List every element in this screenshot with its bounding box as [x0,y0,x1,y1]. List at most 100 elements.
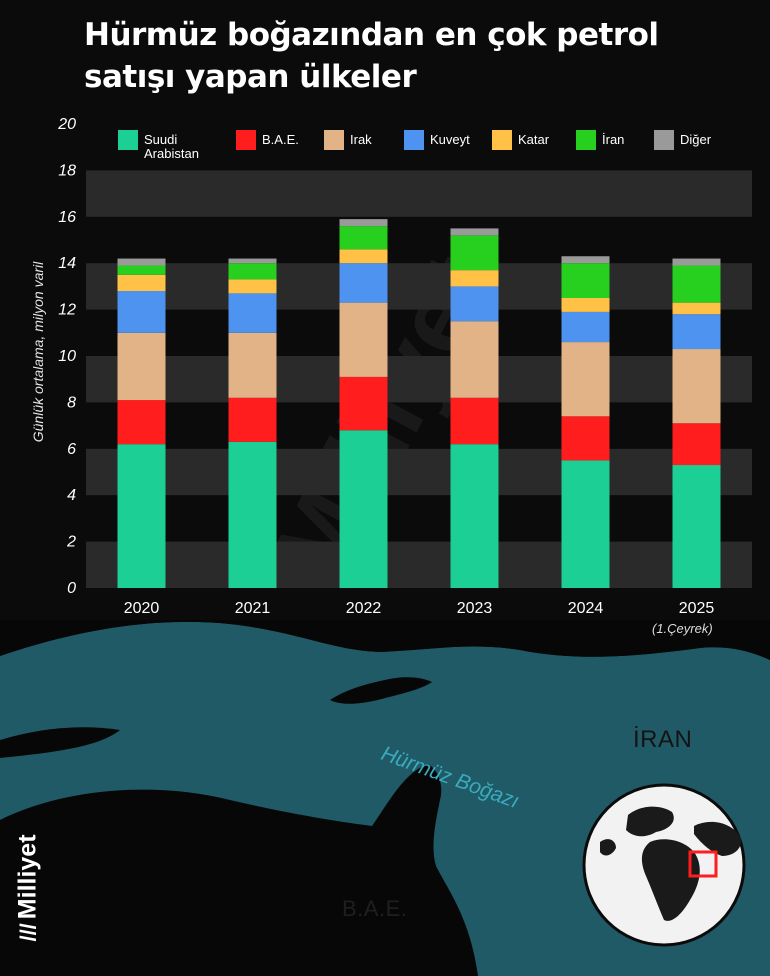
y-tick-label: 16 [58,209,76,226]
brand-logo: /// Milliyet [14,834,43,941]
bar-segment [672,302,721,315]
bar-segment [561,416,610,461]
bar-segment [672,265,721,303]
x-tick-label: 2024 [568,600,604,617]
bar-segment [450,228,499,236]
bar-segment [450,270,499,287]
legend-label: B.A.E. [262,132,299,147]
legend-item: Irak [324,130,372,150]
legend-label: Kuveyt [430,132,470,147]
bar-segment [450,444,499,588]
bar-segment [228,279,277,294]
bar-segment [339,219,388,227]
grid-bands [86,170,752,588]
bar-segment [228,332,277,398]
legend-label: Katar [518,132,550,147]
bar-segment [672,465,721,588]
brand-name: Milliyet [13,834,42,920]
x-tick-label: 2023 [457,600,493,617]
iran-label: İRAN [633,726,693,753]
bar-segment [339,430,388,588]
bar-segment [561,263,610,298]
brand-icon: /// [15,923,40,942]
bar-segment [117,400,166,445]
legend: Suudi Arabistan B.A.E. Irak Kuveyt Katar İran… [118,130,738,164]
x-tick-label: 2021 [235,600,271,617]
legend-item: Suudi Arabistan [118,130,199,161]
legend-swatch [654,130,674,150]
y-tick-label: 4 [67,487,76,504]
bar-segment [561,460,610,588]
y-tick-label: 20 [57,116,76,133]
peninsula-land [0,764,478,976]
bar-segment [117,291,166,333]
legend-swatch [492,130,512,150]
left-landmass [0,727,120,758]
globe-inset [582,783,746,947]
legend-label: Suudi Arabistan [144,132,199,161]
uae-label: B.A.E. [342,896,408,921]
bar-segment [450,286,499,322]
x-tick-label: 2020 [124,600,160,617]
legend-swatch [236,130,256,150]
legend-swatch [118,130,138,150]
grid-band [86,541,752,588]
bar-segment [672,258,721,266]
legend-swatch [576,130,596,150]
bar-segment [339,302,388,377]
x-tick-label: 2022 [346,600,382,617]
y-tick-label: 8 [67,394,76,411]
y-tick-label: 0 [67,580,76,597]
bar-segment [672,349,721,424]
bar-segment [117,258,166,266]
grid-band [86,170,752,217]
y-tick-label: 6 [67,441,76,458]
bar-segment [228,263,277,280]
bar-segment [672,423,721,466]
y-tick-label: 2 [66,534,76,551]
legend-item: Katar [492,130,549,150]
y-tick-label: 12 [58,302,76,319]
legend-label: İran [602,132,625,147]
legend-label: Diğer [680,132,712,147]
y-tick-label: 14 [58,255,76,272]
legend-item: İran [576,130,624,150]
iran-coast [0,620,770,660]
bar-segment [561,256,610,264]
bar-segment [117,274,166,292]
legend-item: Kuveyt [404,130,470,150]
title-line-2: satışı yapan ülkeler [84,59,417,95]
y-tick-label: 10 [58,348,76,365]
bar-segment [228,293,277,333]
legend-item: Diğer [654,130,711,150]
bar-segment [117,332,166,401]
y-axis-label: Günlük ortalama, milyon varil [30,261,46,443]
bar-segment [339,226,388,250]
bar-segment [450,397,499,445]
bar-segment [339,263,388,303]
bar-segment [339,376,388,431]
qeshm-island [330,677,432,704]
bar-segment [228,258,277,264]
grid-band [86,356,752,403]
quarter-note: (1.Çeyrek) [652,621,713,636]
bar-segment [561,311,610,343]
chart-title: Hürmüz boğazından en çok petrol satışı y… [84,14,744,98]
bar-segment [228,397,277,442]
title-line-1: Hürmüz boğazından en çok petrol [84,17,659,53]
bar-segment [117,444,166,588]
bar-segment [228,441,277,588]
legend-swatch [324,130,344,150]
y-tick-label: 18 [58,162,76,179]
x-tick-label: 2025 [679,600,715,617]
legend-label: Irak [350,132,372,147]
bar-segment [672,314,721,350]
bar-segment [450,235,499,271]
grid-band [86,448,752,496]
bar-segment [339,249,388,264]
bar-segment [561,298,610,312]
legend-item: B.A.E. [236,130,299,150]
bar-stack-group [117,219,721,588]
